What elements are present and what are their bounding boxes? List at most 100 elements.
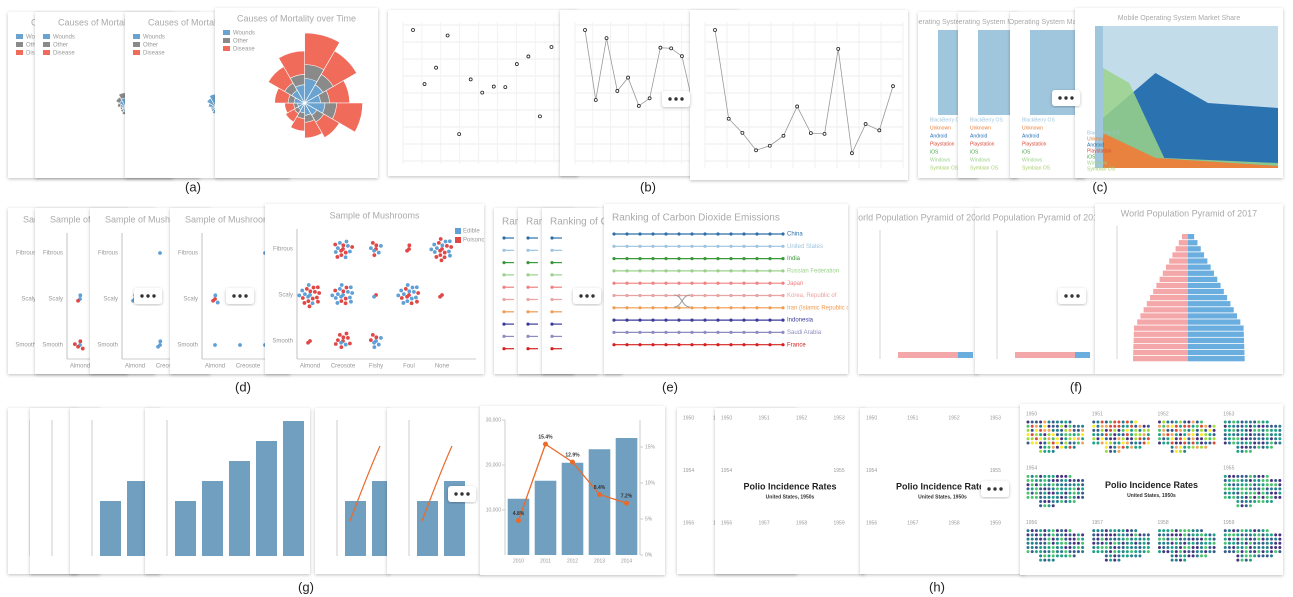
legend-label: Other: [53, 43, 68, 49]
map-dot: [1109, 558, 1113, 562]
card-title: Sample of Mushrooms: [329, 210, 420, 220]
map-dot: [1043, 500, 1047, 504]
more-dot: [1064, 294, 1068, 298]
map-dot: [1162, 529, 1166, 533]
rank-dot: [651, 343, 655, 347]
map-dot: [1104, 420, 1108, 424]
map-dot: [1248, 504, 1252, 508]
map-dot: [1068, 550, 1072, 554]
legend-label: iOS: [930, 149, 939, 155]
rank-dot: [768, 244, 772, 248]
panel-label: (g): [298, 579, 314, 594]
map-dot: [1047, 500, 1051, 504]
point: [593, 98, 598, 102]
map-dot: [1068, 433, 1072, 437]
map-dot: [1030, 424, 1034, 428]
map-dot: [1100, 428, 1104, 432]
map-dot: [1117, 529, 1121, 533]
rank-dot: [502, 310, 506, 314]
map-dot: [1170, 424, 1174, 428]
more-dot: [1064, 96, 1068, 100]
map-dot: [1257, 479, 1261, 483]
dot: [372, 345, 377, 350]
bar: [1169, 258, 1188, 264]
map-dot: [1170, 558, 1174, 562]
map-dot: [1121, 541, 1125, 545]
map-dot: [1274, 537, 1278, 541]
dot: [374, 335, 379, 340]
map-dot: [1191, 545, 1195, 549]
map-dot: [1253, 533, 1257, 537]
year-label: 1954: [866, 468, 877, 474]
map-dot: [1179, 537, 1182, 541]
map-dot: [1104, 449, 1108, 453]
dot: [348, 249, 352, 254]
map-dot: [1043, 441, 1047, 445]
rank-dot: [625, 269, 629, 273]
map-dot: [1039, 500, 1043, 504]
point: [538, 114, 542, 119]
map-dot: [1244, 529, 1248, 533]
map-dot: [1244, 437, 1248, 441]
y2-tick-label: 0%: [645, 552, 653, 558]
x-tick-label: Almond: [205, 364, 225, 370]
map-dot: [1051, 445, 1055, 449]
point: [680, 54, 684, 59]
rank-dot: [651, 232, 655, 236]
map-dot: [1240, 541, 1244, 545]
point: [669, 46, 674, 51]
line-point: [570, 459, 575, 465]
map-dot: [1072, 554, 1076, 558]
dot: [339, 283, 344, 287]
map-dot: [1236, 541, 1240, 545]
map-title: Polio Incidence Rates: [896, 481, 989, 491]
rank-dot: [729, 269, 733, 273]
panel-label: (d): [235, 379, 251, 394]
line-point: [516, 517, 521, 523]
map-dot: [1195, 424, 1199, 428]
map-dot: [1039, 537, 1043, 541]
map-dot: [1187, 550, 1191, 554]
map-dot: [1183, 449, 1187, 453]
rank-dot: [690, 281, 694, 285]
map-dot: [1134, 554, 1138, 558]
dot: [335, 301, 340, 305]
map-dot: [1232, 474, 1236, 478]
map-dot: [1278, 437, 1282, 441]
map-dot: [1060, 424, 1064, 428]
line-point: [624, 500, 629, 506]
map-dot: [1125, 428, 1129, 432]
map-dot: [1060, 445, 1064, 449]
dot: [213, 343, 217, 347]
dot: [438, 253, 443, 258]
map-dot: [1130, 420, 1134, 424]
bar: [1137, 319, 1188, 325]
card: [715, 408, 865, 574]
map-dot: [1121, 420, 1125, 424]
year-label: 1957: [1092, 520, 1103, 526]
map-dot: [1166, 529, 1170, 533]
map-dot: [1265, 491, 1269, 495]
map-dot: [1047, 545, 1051, 549]
map-dot: [1034, 529, 1038, 533]
rank-dot: [768, 318, 772, 322]
map-dot: [1096, 533, 1100, 537]
point: [445, 33, 450, 38]
legend-label: Wounds: [53, 35, 75, 41]
map-dot: [1051, 479, 1055, 483]
dot: [432, 242, 437, 247]
card-content: Ranking of Carbon Dioxide EmissionsChina…: [612, 213, 848, 349]
map-dot: [1043, 424, 1047, 428]
data-label: 15.4%: [538, 434, 553, 440]
map-dot: [1096, 541, 1100, 545]
map-dot: [1055, 441, 1059, 445]
map-dot: [1096, 529, 1100, 533]
x-tick-label: Creosote: [236, 364, 261, 370]
legend-label: Windows: [970, 157, 991, 163]
map-dot: [1060, 479, 1064, 483]
rank-dot: [612, 343, 616, 347]
year-label: 1950: [721, 415, 732, 421]
map-dot: [1240, 483, 1244, 487]
map-dot: [1043, 483, 1047, 487]
